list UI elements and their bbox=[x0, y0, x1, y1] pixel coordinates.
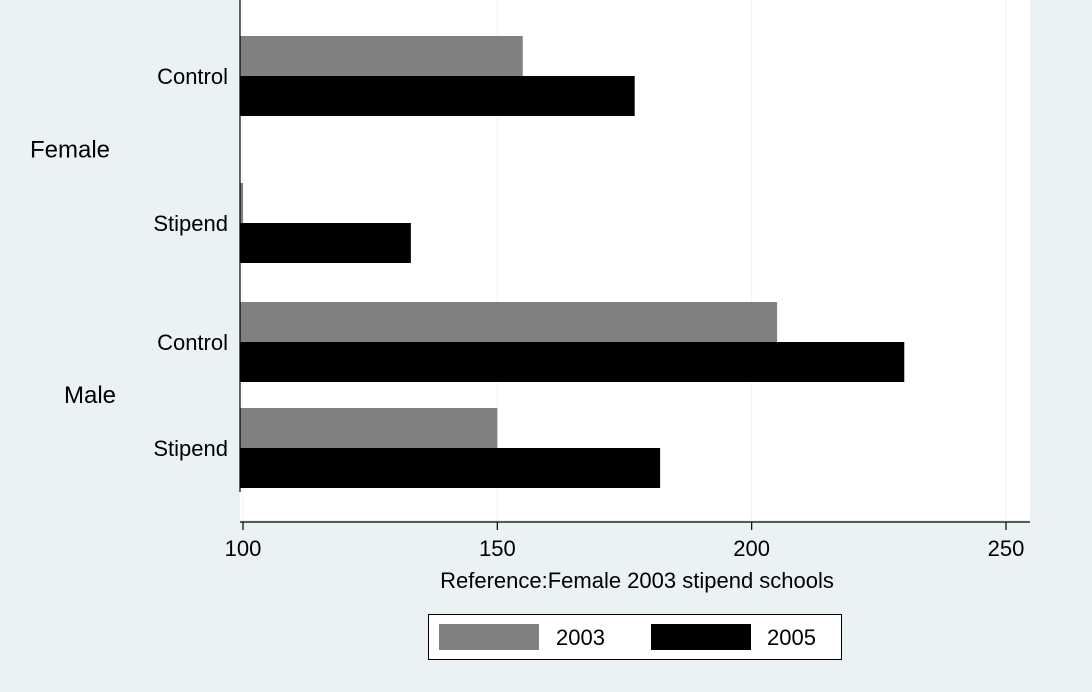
legend-swatch-2003 bbox=[439, 624, 539, 650]
x-axis-title: Reference:Female 2003 stipend schools bbox=[440, 568, 834, 593]
category-label-male-control: Control bbox=[157, 330, 228, 355]
legend: 2003 2005 bbox=[428, 614, 842, 660]
bar-2005-female-stipend bbox=[240, 223, 411, 263]
x-tick-label: 200 bbox=[733, 536, 770, 561]
bar-2005-male-stipend bbox=[240, 448, 661, 488]
bar-2003-male-control bbox=[240, 302, 778, 342]
group-label-female: Female bbox=[30, 137, 110, 164]
bar-2003-male-stipend bbox=[240, 408, 498, 448]
bar-2005-male-control bbox=[240, 342, 905, 382]
category-label-female-control: Control bbox=[157, 64, 228, 89]
category-label-female-stipend: Stipend bbox=[153, 211, 228, 236]
legend-label-2005: 2005 bbox=[767, 625, 816, 650]
legend-swatch-2005 bbox=[651, 624, 751, 650]
x-tick-label: 150 bbox=[479, 536, 516, 561]
bar-2005-female-control bbox=[240, 76, 635, 116]
bar-2003-female-control bbox=[240, 36, 523, 76]
group-label-male: Male bbox=[64, 382, 116, 409]
x-tick-label: 250 bbox=[988, 536, 1025, 561]
x-tick-label: 100 bbox=[225, 536, 262, 561]
legend-label-2003: 2003 bbox=[556, 625, 605, 650]
category-label-male-stipend: Stipend bbox=[153, 436, 228, 461]
bar-2003-female-stipend bbox=[240, 183, 243, 223]
